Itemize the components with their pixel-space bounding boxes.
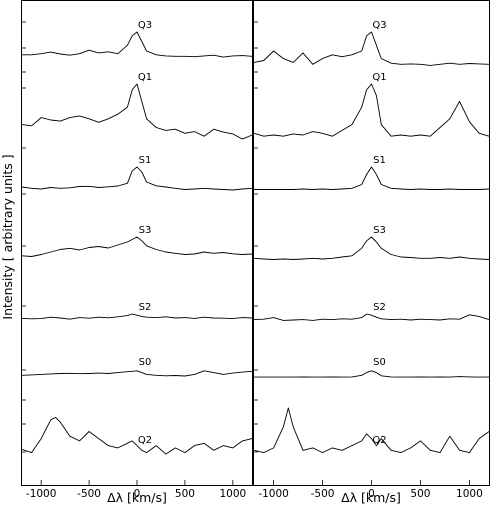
series-line-s0 bbox=[21, 370, 253, 377]
series-line-q3 bbox=[22, 31, 253, 58]
panel-left-x-axis-label: Δλ [km/s] bbox=[107, 490, 167, 505]
panel-left: Q3 Q1 S1 S3 S2 S0 Q2 -1000 -500 0 500 1000 Δλ [km/… bbox=[21, 0, 253, 505]
series-line-q1 bbox=[253, 83, 490, 137]
series-line-s0 bbox=[254, 370, 489, 378]
x-tick-label: -1000 bbox=[258, 488, 289, 500]
series-label-q1: Q1 bbox=[138, 72, 152, 83]
series-label-s0: S0 bbox=[139, 357, 152, 368]
series-label-q2: Q2 bbox=[138, 435, 152, 446]
panel-right-x-axis-label: Δλ [km/s] bbox=[341, 490, 401, 505]
series-label-s3: S3 bbox=[139, 225, 152, 236]
series-line-s3 bbox=[253, 236, 490, 260]
panel-left-frame bbox=[21, 0, 253, 486]
series-label-q3: Q3 bbox=[138, 20, 152, 31]
series-label-q3: Q3 bbox=[372, 20, 386, 31]
x-tick-label: -500 bbox=[77, 488, 101, 500]
panel-left-ticks: -1000 -500 0 500 1000 bbox=[22, 21, 246, 500]
x-tick-label: 500 bbox=[175, 488, 195, 500]
series-line-q3 bbox=[253, 31, 490, 66]
y-axis-label: Intensity [ arbitrary units ] bbox=[0, 154, 15, 319]
series-line-s2 bbox=[21, 313, 253, 320]
series-label-s1: S1 bbox=[139, 155, 152, 166]
x-tick-label: 1000 bbox=[456, 488, 483, 500]
panel-right: Q3 Q1 S1 S3 S2 S0 Q2 -1000 -500 0 500 1000 Δλ [km/… bbox=[253, 0, 490, 505]
x-tick-label: 500 bbox=[410, 488, 430, 500]
panel-right-ticks: -1000 -500 0 500 1000 bbox=[254, 21, 483, 500]
series-label-q1: Q1 bbox=[372, 72, 386, 83]
x-tick-label: 0 bbox=[368, 488, 375, 500]
x-tick-label: -1000 bbox=[26, 488, 57, 500]
series-label-s0: S0 bbox=[373, 357, 386, 368]
series-label-s2: S2 bbox=[373, 302, 386, 313]
series-line-s1 bbox=[254, 166, 490, 190]
x-tick-label: 1000 bbox=[219, 488, 246, 500]
panel-right-frame bbox=[253, 0, 490, 486]
series-line-s1 bbox=[21, 166, 253, 191]
series-label-q2: Q2 bbox=[372, 435, 386, 446]
series-line-s2 bbox=[253, 313, 490, 321]
series-label-s1: S1 bbox=[373, 155, 386, 166]
series-line-q2 bbox=[253, 407, 490, 454]
series-line-s3 bbox=[21, 236, 253, 257]
x-tick-label: 0 bbox=[134, 488, 141, 500]
series-line-q1 bbox=[21, 83, 253, 140]
series-label-s3: S3 bbox=[373, 225, 386, 236]
panel-left-series: Q3 Q1 S1 S3 S2 S0 Q2 bbox=[21, 20, 253, 455]
panel-right-series: Q3 Q1 S1 S3 S2 S0 Q2 bbox=[253, 20, 490, 454]
x-tick-label: -500 bbox=[311, 488, 335, 500]
series-label-s2: S2 bbox=[139, 302, 152, 313]
series-line-q2 bbox=[21, 416, 253, 455]
